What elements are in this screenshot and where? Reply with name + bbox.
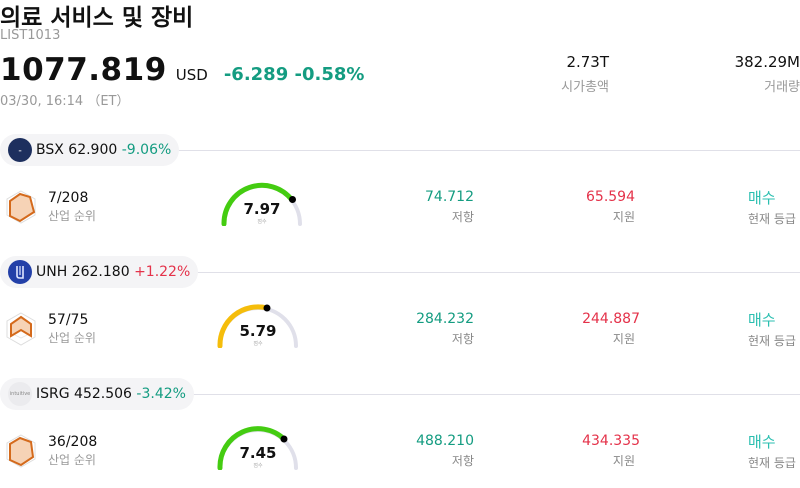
grade-value: 매수 [748,433,776,451]
ticker: BSX [36,142,64,158]
grade-value: 매수 [748,311,776,329]
grade-label: 현재 등급 [748,334,796,348]
score-gauge [217,304,298,348]
stock-change: -9.06% [121,142,172,158]
unh-logo-icon [8,260,32,284]
score-gauge [217,426,298,470]
support-label: 지원 [612,454,635,468]
support-label: 지원 [612,332,635,346]
market-cap-stat: 2.73T 시가총액 [561,53,609,95]
stock-pill-isrg[interactable]: intuitive ISRG 452.506 -3.42% [0,378,194,410]
ticker: UNH [36,264,68,280]
price-change: -6.289 -0.58% [223,64,365,85]
grade-label: 현재 등급 [748,456,796,470]
index-code: LIST1013 [0,28,61,43]
market-cap-value: 2.73T [566,53,609,71]
support-value: 434.335 [582,433,640,449]
stock-pill-unh[interactable]: UNH 262.180 +1.22% [0,256,199,288]
stock-pill-bsx[interactable]: ≡ BSX 62.900 -9.06% [0,134,180,166]
industry-rank-value: 7/208 [48,190,89,206]
grade-label: 현재 등급 [748,212,796,226]
timestamp: 03/30, 16:14 （ET） [0,94,130,109]
resistance-label: 저항 [451,210,474,224]
score-value: 7.97 [243,200,281,218]
radar-chart-icon [6,190,36,224]
stock-price: 262.180 [71,264,130,280]
score-label: 점수 [253,341,263,347]
score-value: 5.79 [239,322,277,340]
divider [170,272,800,273]
score-value: 7.45 [239,444,277,462]
score-label: 점수 [257,219,267,225]
stock-price: 452.506 [74,386,132,402]
stock-price: 62.900 [68,142,118,158]
support-value: 65.594 [586,189,635,205]
grade-value: 매수 [748,189,776,207]
score-gauge [221,182,302,226]
industry-rank-value: 36/208 [48,434,98,450]
index-price: 1077.819 [0,52,167,88]
resistance-value: 488.210 [416,433,474,449]
volume-label: 거래량 [764,80,800,95]
stock-change: +1.22% [134,264,191,280]
bsx-logo-icon: ≡ [8,138,32,162]
resistance-label: 저항 [451,332,474,346]
resistance-value: 284.232 [416,311,474,327]
radar-chart-icon [6,434,36,468]
industry-rank-label: 산업 순위 [48,209,96,223]
price-row: 1077.819 USD -6.289 -0.58% [0,52,364,88]
isrg-logo-icon: intuitive [8,382,32,406]
support-value: 244.887 [582,311,640,327]
volume-stat: 382.29M 거래량 [735,53,800,95]
radar-chart-icon [6,312,36,346]
score-label: 점수 [253,463,263,469]
support-label: 지원 [612,210,635,224]
divider [170,394,800,395]
industry-rank-label: 산업 순위 [48,331,96,345]
divider [170,150,800,151]
industry-rank-value: 57/75 [48,312,89,328]
resistance-value: 74.712 [425,189,474,205]
resistance-label: 저항 [451,454,474,468]
stock-change: -3.42% [136,386,186,402]
ticker: ISRG [36,386,70,402]
volume-value: 382.29M [734,53,800,71]
page-title: 의료 서비스 및 장비 [0,5,194,31]
currency: USD [175,66,208,84]
industry-rank-label: 산업 순위 [48,453,96,467]
market-cap-label: 시가총액 [561,80,609,95]
